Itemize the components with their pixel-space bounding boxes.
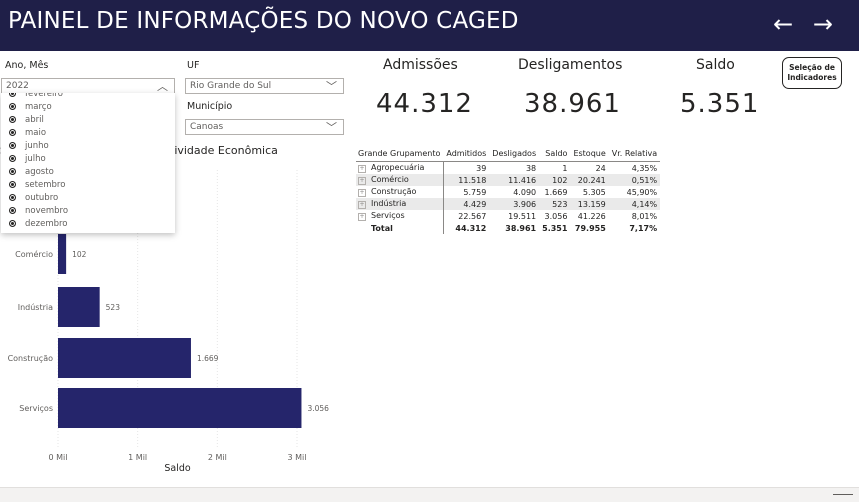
kpi-saldo-value: 5.351 xyxy=(680,89,760,119)
uf-select[interactable]: Rio Grande do Sul ﹀ xyxy=(185,78,344,94)
expand-plus-icon[interactable]: + xyxy=(358,165,366,173)
nav-arrows-icon[interactable]: ← → xyxy=(773,10,839,38)
zoom-slider[interactable] xyxy=(833,494,853,495)
kpi-admissoes-title: Admissões xyxy=(383,57,458,73)
table-row: + Indústria 4.429 3.906 523 13.159 4,14% xyxy=(356,198,661,210)
municipio-select[interactable]: Canoas ﹀ xyxy=(185,119,344,135)
kpi-desligamentos-title: Desligamentos xyxy=(518,57,623,73)
column-header[interactable]: Vr. Relativa xyxy=(608,148,661,162)
x-tick-label: 3 Mil xyxy=(288,453,307,462)
month-dropdown-list: fevereiro março abril maio junho julho a… xyxy=(1,93,175,233)
table-row: + Agropecuária 39 38 1 24 4,35% xyxy=(356,161,660,174)
category-label: Indústria xyxy=(18,303,53,312)
radio-icon xyxy=(9,220,16,227)
month-option[interactable]: fevereiro xyxy=(9,93,63,99)
radio-icon xyxy=(9,129,16,136)
bar[interactable] xyxy=(58,287,100,327)
month-option[interactable]: março xyxy=(9,102,52,112)
bar[interactable] xyxy=(58,388,302,428)
indicator-selection-button[interactable]: Seleção de Indicadores xyxy=(782,57,842,89)
uf-value: Rio Grande do Sul xyxy=(190,81,272,91)
radio-icon xyxy=(9,207,16,214)
uf-label: UF xyxy=(187,60,200,71)
chart-title: tividade Econômica xyxy=(170,144,278,157)
column-header[interactable]: Estoque xyxy=(570,148,609,162)
month-option[interactable]: julho xyxy=(9,154,46,164)
grupamento-table: Grande Grupamento Admitidos Desligados S… xyxy=(356,148,661,234)
data-label: 3.056 xyxy=(307,404,329,413)
expand-plus-icon[interactable]: + xyxy=(358,201,366,209)
expand-plus-icon[interactable]: + xyxy=(358,213,366,221)
month-option[interactable]: junho xyxy=(9,141,49,151)
month-option[interactable]: dezembro xyxy=(9,219,68,229)
ano-mes-label: Ano, Mês xyxy=(5,60,49,71)
chevron-down-icon: ﹀ xyxy=(326,80,337,93)
table-row: + Construção 5.759 4.090 1.669 5.305 45,90% xyxy=(356,186,660,198)
table-row: + Comércio 11.518 11.416 102 20.241 0,51% xyxy=(356,174,661,186)
column-header[interactable]: Saldo xyxy=(539,148,571,162)
municipio-label: Município xyxy=(187,101,233,112)
expand-plus-icon[interactable]: + xyxy=(358,177,366,185)
bar[interactable] xyxy=(58,234,67,274)
radio-icon xyxy=(9,142,16,149)
header-bar: PAINEL DE INFORMAÇÕES DO NOVO CAGED ← → xyxy=(0,0,859,51)
chevron-down-icon: ﹀ xyxy=(326,121,337,134)
month-option[interactable]: novembro xyxy=(9,206,68,216)
page-title: PAINEL DE INFORMAÇÕES DO NOVO CAGED xyxy=(8,8,519,34)
month-option[interactable]: outubro xyxy=(9,193,58,203)
data-label: 102 xyxy=(72,250,87,259)
radio-icon xyxy=(9,155,16,162)
kpi-admissoes-value: 44.312 xyxy=(376,89,473,119)
x-tick-label: 1 Mil xyxy=(128,453,147,462)
table-header-row: Grande Grupamento Admitidos Desligados S… xyxy=(356,148,661,162)
x-tick-label: 0 Mil xyxy=(49,453,68,462)
saldo-bar-chart: 0 Mil 1 Mil 2 Mil 3 Mil Comércio 102 Indústria… xyxy=(8,170,329,474)
chevron-up-icon: ︿ xyxy=(157,80,168,93)
radio-icon xyxy=(9,103,16,110)
x-tick-label: 2 Mil xyxy=(208,453,227,462)
month-option[interactable]: maio xyxy=(9,128,46,138)
kpi-desligamentos-value: 38.961 xyxy=(524,89,621,119)
category-label: Comércio xyxy=(15,249,53,259)
radio-icon xyxy=(9,116,16,123)
data-label: 1.669 xyxy=(197,354,219,363)
kpi-saldo-title: Saldo xyxy=(696,57,735,73)
month-option[interactable]: setembro xyxy=(9,180,65,190)
expand-plus-icon[interactable]: + xyxy=(358,189,366,197)
ano-mes-value: 2022 xyxy=(6,81,29,91)
column-header[interactable]: Admitidos xyxy=(443,148,490,162)
column-header[interactable]: Grande Grupamento xyxy=(356,148,444,162)
category-label: Serviços xyxy=(19,404,53,413)
radio-icon xyxy=(9,168,16,175)
x-axis-label: Saldo xyxy=(164,463,191,474)
table-total-row: Total 44.312 38.961 5.351 79.955 7,17% xyxy=(356,222,660,234)
column-header[interactable]: Desligados xyxy=(489,148,540,162)
radio-icon xyxy=(9,93,16,97)
bar[interactable] xyxy=(58,338,191,378)
month-option[interactable]: agosto xyxy=(9,167,54,177)
data-label: 523 xyxy=(106,303,121,312)
radio-icon xyxy=(9,194,16,201)
footer-bar xyxy=(0,487,859,502)
municipio-value: Canoas xyxy=(190,122,224,132)
month-option[interactable]: abril xyxy=(9,115,44,125)
table-row: + Serviços 22.567 19.511 3.056 41.226 8,01% xyxy=(356,210,660,222)
category-label: Construção xyxy=(8,354,54,363)
radio-icon xyxy=(9,181,16,188)
ano-mes-select[interactable]: 2022 ︿ xyxy=(1,78,175,94)
